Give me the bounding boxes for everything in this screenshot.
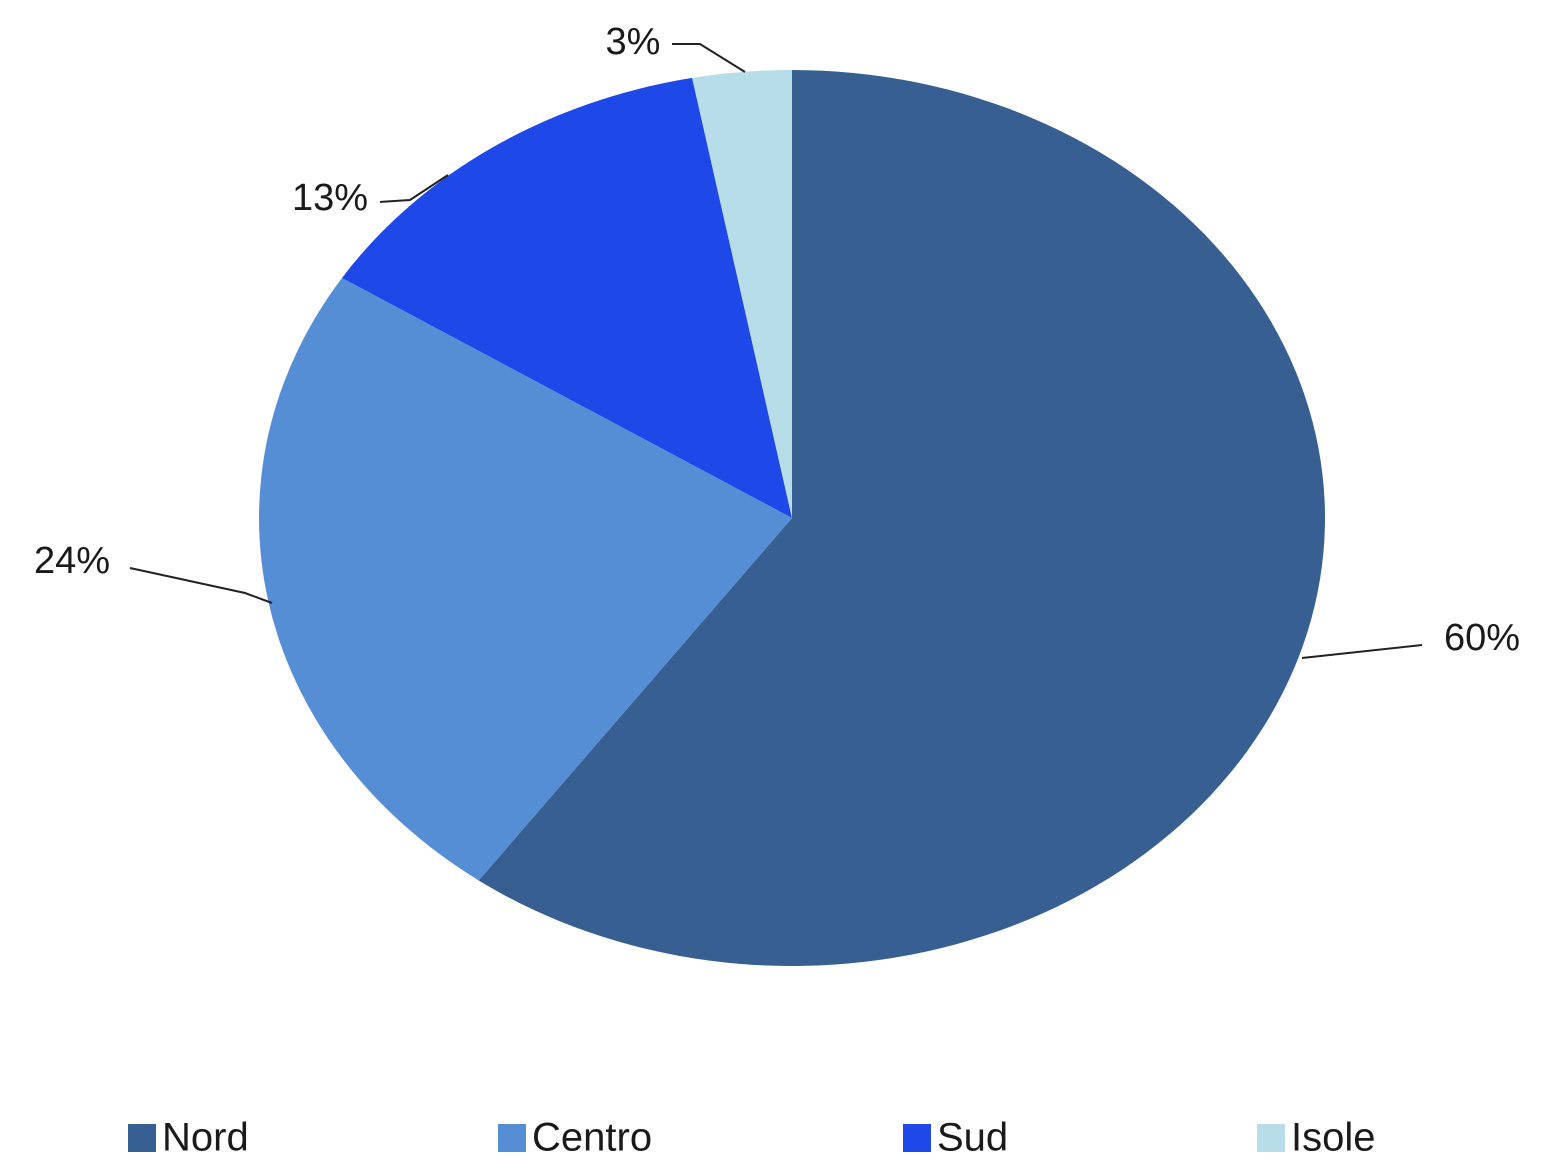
legend-item-nord: Nord [128,1116,249,1159]
legend-item-centro: Centro [498,1116,652,1159]
pie-slice-nord [478,70,1325,966]
leader-line-sud [379,174,449,203]
legend-label-centro: Centro [532,1116,652,1159]
leader-line-nord [1301,644,1423,659]
slice-labels: 60% 24% 13% 3% [34,21,1520,659]
legend-swatch-nord [128,1124,156,1152]
legend-swatch-centro [498,1124,526,1152]
pie-slice-isole [692,70,792,518]
legend-label-sud: Sud [937,1116,1008,1159]
leader-line-isole [672,43,746,73]
pie-slice-sud [341,77,792,519]
data-label-sud: 13% [292,177,368,219]
legend: Nord Centro Sud Isole [128,1116,1376,1159]
legend-item-sud: Sud [903,1116,1008,1159]
data-label-nord: 60% [1444,617,1520,659]
data-label-isole: 3% [606,21,661,63]
leader-line-centro [129,567,273,604]
legend-label-isole: Isole [1291,1116,1376,1159]
pie-slices [258,70,1325,966]
pie-slice-centro [258,277,792,881]
legend-item-isole: Isole [1257,1116,1376,1159]
legend-swatch-isole [1257,1124,1285,1152]
legend-swatch-sud [903,1124,931,1152]
data-label-centro: 24% [34,540,110,582]
legend-label-nord: Nord [162,1116,249,1159]
